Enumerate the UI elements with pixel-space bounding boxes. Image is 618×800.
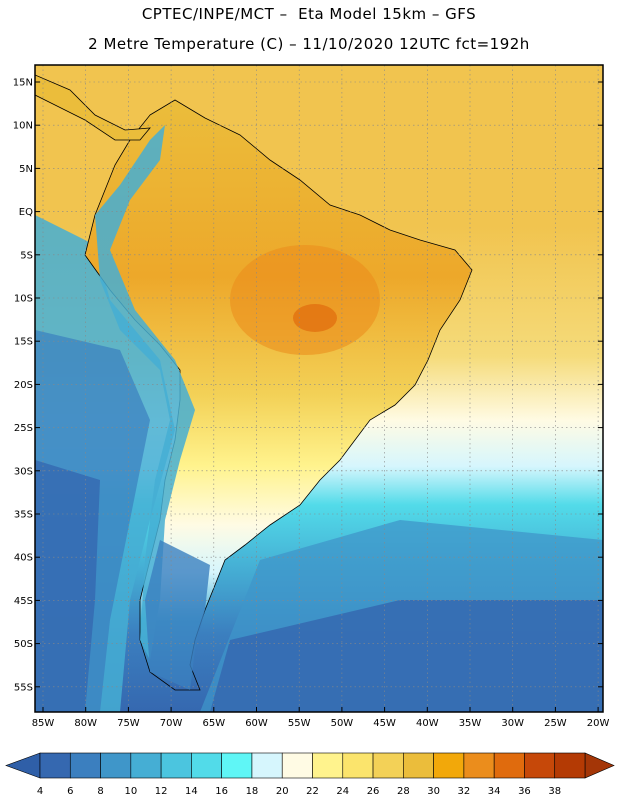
legend-value: 20	[276, 786, 289, 797]
lon-label: 60W	[245, 718, 268, 729]
lat-label: 45S	[14, 596, 33, 607]
legend-value: 22	[306, 786, 319, 797]
legend-value: 8	[97, 786, 103, 797]
legend-value: 38	[548, 786, 561, 797]
central-america	[35, 74, 151, 141]
legend-swatch	[342, 752, 374, 779]
map-field	[35, 65, 603, 712]
hot-core	[230, 245, 380, 355]
legend-swatch	[403, 752, 434, 779]
legend-value: 30	[427, 786, 440, 797]
legend-swatch	[100, 752, 132, 779]
legend-swatch	[221, 752, 253, 779]
lat-label: 50S	[14, 639, 33, 650]
lat-label: 30S	[14, 466, 33, 477]
legend-swatch	[433, 752, 465, 779]
map-grid	[35, 65, 603, 712]
lon-label: 35W	[459, 718, 482, 729]
lat-label: 15S	[14, 337, 33, 348]
legend-value: 10	[124, 786, 137, 797]
legend-value: 32	[458, 786, 471, 797]
lat-label: 25S	[14, 423, 33, 434]
legend-swatch	[312, 752, 344, 779]
legend-swatch	[372, 752, 404, 779]
latitude-labels: 15N 10N 5N EQ 5S 10S 15S 20S 25S 30S 35S 40S 45S 50S 5…	[13, 78, 33, 694]
legend-value: 34	[488, 786, 501, 797]
legend-swatch	[251, 752, 283, 779]
lon-label: 55W	[288, 718, 311, 729]
lat-label: 15N	[13, 78, 33, 89]
legend-swatch	[281, 752, 313, 779]
legend-swatch	[39, 752, 71, 779]
title-line-2: 2 Metre Temperature (C) – 11/10/2020 12U…	[88, 35, 530, 53]
legend-value: 6	[67, 786, 73, 797]
lat-label: 10S	[14, 294, 33, 305]
lat-label: 5N	[19, 164, 33, 175]
legend-swatch	[493, 752, 525, 779]
legend-value: 36	[518, 786, 531, 797]
map-frame	[34, 64, 604, 713]
lon-label: 45W	[373, 718, 396, 729]
legend-value: 26	[367, 786, 380, 797]
legend-swatch	[69, 752, 101, 779]
legend-value: 18	[246, 786, 259, 797]
legend-value: 24	[336, 786, 349, 797]
color-legend: 4 6 8 10 12 14 16 18 20 22 24 26 28 30 32 34 36 38	[5, 752, 615, 797]
lon-label: 75W	[117, 718, 140, 729]
legend-swatch	[554, 752, 586, 779]
legend-arrow-right	[584, 752, 615, 779]
legend-value: 28	[397, 786, 410, 797]
legend-swatch	[524, 752, 556, 779]
lat-label: EQ	[19, 207, 33, 218]
legend-value: 16	[215, 786, 228, 797]
lon-label: 80W	[74, 718, 97, 729]
lat-label: 5S	[20, 250, 33, 261]
lon-label: 85W	[32, 718, 55, 729]
lon-label: 50W	[331, 718, 354, 729]
lon-label: 25W	[544, 718, 567, 729]
andes-cold-strip	[95, 125, 195, 660]
legend-value: 12	[155, 786, 168, 797]
lon-label: 30W	[501, 718, 524, 729]
title-line-1: CPTEC/INPE/MCT – Eta Model 15km – GFS	[141, 5, 477, 23]
lat-label: 10N	[13, 121, 33, 132]
legend-swatch	[463, 752, 495, 779]
lon-label: 65W	[202, 718, 225, 729]
lat-label: 40S	[14, 553, 33, 564]
legend-value: 14	[185, 786, 198, 797]
legend-swatch	[160, 752, 192, 779]
legend-swatch	[130, 752, 162, 779]
axis-ticks	[35, 81, 603, 712]
lon-label: 20W	[587, 718, 610, 729]
longitude-labels: 85W 80W 75W 70W 65W 60W 55W 50W 45W 40W 35W 30W 25W 2…	[32, 718, 610, 729]
legend-arrow-left	[5, 752, 41, 779]
legend-swatch	[191, 752, 222, 779]
lat-label: 55S	[14, 682, 33, 693]
lon-label: 70W	[160, 718, 183, 729]
legend-value: 4	[37, 786, 43, 797]
lon-label: 40W	[416, 718, 439, 729]
lat-label: 20S	[14, 380, 33, 391]
lat-label: 35S	[14, 510, 33, 521]
